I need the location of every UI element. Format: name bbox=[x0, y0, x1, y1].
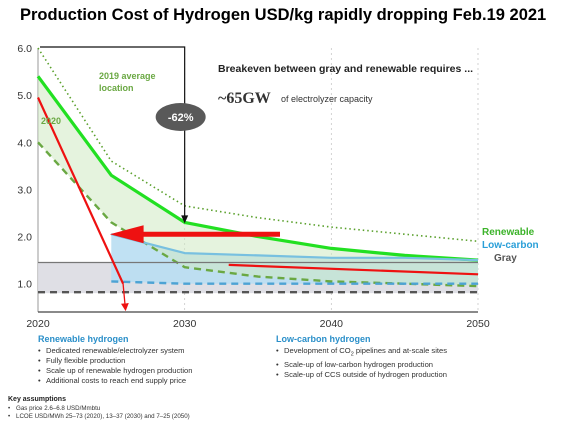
label-2020: 2020 bbox=[41, 116, 61, 126]
key-assumptions-section: Key assumptions Gas price 2.6–6.8 USD/Mm… bbox=[8, 396, 408, 421]
lowcarbon-item: Scale-up of CCS outside of hydrogen prod… bbox=[276, 370, 566, 380]
series-line bbox=[37, 141, 479, 288]
x-tick-label: 2030 bbox=[173, 318, 197, 330]
renewable-hydrogen-section: Renewable hydrogen Dedicated renewable/e… bbox=[38, 334, 268, 386]
series-line bbox=[111, 233, 479, 262]
chart-title: Production Cost of Hydrogen USD/kg rapid… bbox=[20, 6, 547, 24]
pct-badge bbox=[155, 103, 206, 131]
assumption-item: Gas price 2.6–6.8 USD/Mmbtu bbox=[8, 405, 408, 413]
lowcarbon-hydrogen-section: Low-carbon hydrogen Development of CO2 p… bbox=[276, 334, 566, 380]
lowcarbon-item-text: Development of CO bbox=[284, 346, 351, 355]
gw-value: ~65GW bbox=[218, 90, 271, 107]
renewable-item: Dedicated renewable/electrolyzer system bbox=[38, 346, 268, 356]
lowcarbon-item: Scale-up of low-carbon hydrogen producti… bbox=[276, 360, 566, 370]
x-tick-label: 2020 bbox=[26, 318, 50, 330]
legend-lowcarbon: Low-carbon bbox=[482, 240, 539, 251]
red-drop-arrow bbox=[121, 283, 129, 312]
breakeven-text: Breakeven between gray and renewable req… bbox=[218, 63, 473, 75]
key-assumptions-title: Key assumptions bbox=[8, 396, 66, 403]
lowcarbon-item-text: pipelines and at-scale sites bbox=[353, 346, 448, 355]
hydrogen-cost-chart: 1.0 2.0 3.0 4.0 5.0 6.0 2020 2030 2040 2050 -62% 20… bbox=[17, 43, 539, 330]
y-tick-label: 4.0 bbox=[17, 137, 32, 149]
red-horizontal-arrow-head bbox=[109, 225, 144, 244]
legend-gray: Gray bbox=[494, 253, 517, 264]
lowcarbon-item: Development of CO2 pipelines and at-scal… bbox=[276, 346, 566, 360]
label-2019-location: location bbox=[99, 83, 134, 93]
gw-text: of electrolyzer capacity bbox=[281, 94, 373, 104]
pct-badge-label: -62% bbox=[168, 112, 194, 124]
series-line bbox=[228, 263, 479, 276]
assumption-item: LCOE USD/MWh 25–73 (2020), 13–37 (2030) … bbox=[8, 413, 408, 421]
y-tick-label: 3.0 bbox=[17, 184, 32, 196]
lowcarbon-hydrogen-title: Low-carbon hydrogen bbox=[276, 334, 371, 344]
y-tick-label: 5.0 bbox=[17, 90, 32, 102]
reduction-arrow-head bbox=[181, 215, 189, 224]
series-line bbox=[36, 97, 125, 285]
y-tick-label: 6.0 bbox=[17, 43, 32, 55]
legend-renewable: Renewable bbox=[482, 227, 535, 238]
x-tick-label: 2040 bbox=[320, 318, 344, 330]
y-tick-label: 1.0 bbox=[17, 279, 32, 291]
renewable-item: Scale up of renewable hydrogen productio… bbox=[38, 366, 268, 376]
co2-subscript: 2 bbox=[350, 351, 354, 358]
label-2019-average: 2019 average bbox=[99, 71, 156, 81]
y-tick-label: 2.0 bbox=[17, 232, 32, 244]
reduction-bracket bbox=[40, 46, 186, 217]
x-tick-label: 2050 bbox=[466, 318, 490, 330]
renewable-item: Fully flexible production bbox=[38, 356, 268, 366]
series-line bbox=[111, 280, 478, 285]
renewable-item: Additional costs to reach end supply pri… bbox=[38, 376, 268, 386]
renewable-hydrogen-title: Renewable hydrogen bbox=[38, 334, 129, 344]
